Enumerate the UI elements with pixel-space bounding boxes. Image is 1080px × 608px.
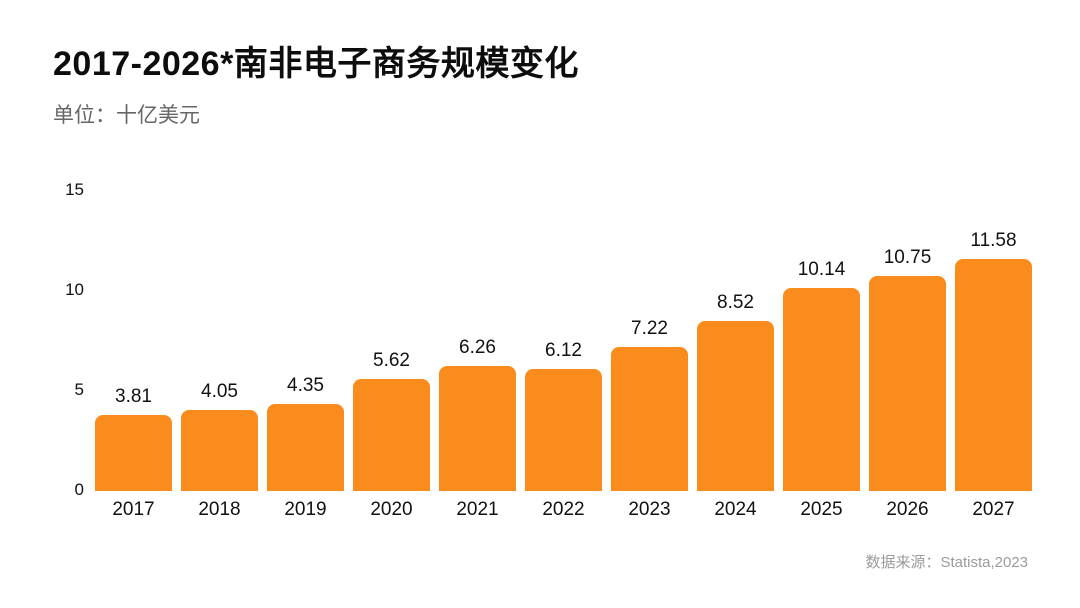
x-tick-label: 2027	[972, 499, 1015, 520]
x-tick-label: 2021	[456, 499, 499, 520]
bar-value-label: 4.35	[287, 375, 324, 396]
bar-group: 7.22	[611, 318, 688, 491]
bar	[783, 288, 860, 491]
bar-group: 6.26	[439, 337, 516, 491]
x-tick-label: 2018	[198, 499, 241, 520]
bar	[525, 369, 602, 491]
bar-group: 8.52	[697, 292, 774, 491]
plot-area: 3.81 4.05 4.35 5.62 6.26 6.12 7.22 8.52 10.14 10.…	[95, 190, 1032, 491]
bar-value-label: 6.12	[545, 340, 582, 361]
x-tick-label: 2019	[284, 499, 327, 520]
bar	[439, 366, 516, 491]
chart-unit-label: 单位：十亿美元	[53, 104, 200, 127]
bar	[95, 415, 172, 491]
bar-group: 6.12	[525, 340, 602, 491]
chart-title: 2017-2026*南非电子商务规模变化	[53, 45, 579, 83]
bar-value-label: 7.22	[631, 318, 668, 339]
x-tick-label: 2017	[112, 499, 155, 520]
bar	[181, 410, 258, 491]
x-tick-label: 2020	[370, 499, 413, 520]
bar	[869, 276, 946, 491]
bar	[353, 379, 430, 491]
bar-value-label: 6.26	[459, 337, 496, 358]
bar	[955, 259, 1032, 491]
bar-value-label: 5.62	[373, 350, 410, 371]
bar-group: 4.35	[267, 375, 344, 491]
bar-group: 5.62	[353, 350, 430, 491]
bar-group: 3.81	[95, 386, 172, 491]
bar-group: 10.14	[783, 259, 860, 491]
bar-value-label: 10.75	[883, 247, 932, 268]
y-tick-label: 10	[65, 280, 84, 299]
bar	[267, 404, 344, 491]
y-axis: 0 5 10 15	[0, 0, 84, 608]
y-tick-label: 5	[74, 380, 84, 399]
bar-group: 10.75	[869, 247, 946, 491]
x-tick-label: 2023	[628, 499, 671, 520]
x-tick-label: 2022	[542, 499, 585, 520]
x-axis: 2017 2018 2019 2020 2021 2022 2023 2024 2025 2026…	[95, 499, 1032, 521]
x-tick-label: 2026	[886, 499, 929, 520]
bar-value-label: 10.14	[797, 259, 846, 280]
y-tick-label: 0	[74, 480, 84, 499]
bar-value-label: 3.81	[115, 386, 152, 407]
y-tick-label: 15	[65, 180, 84, 199]
x-tick-label: 2024	[714, 499, 757, 520]
bar-value-label: 4.05	[201, 381, 238, 402]
bar	[697, 321, 774, 491]
bar-group: 4.05	[181, 381, 258, 491]
x-tick-label: 2025	[800, 499, 843, 520]
bar-value-label: 8.52	[717, 292, 754, 313]
bar-group: 11.58	[955, 230, 1032, 491]
bar-value-label: 11.58	[970, 230, 1017, 251]
bar	[611, 347, 688, 491]
data-source-note: 数据来源：Statista,2023	[865, 554, 1028, 571]
